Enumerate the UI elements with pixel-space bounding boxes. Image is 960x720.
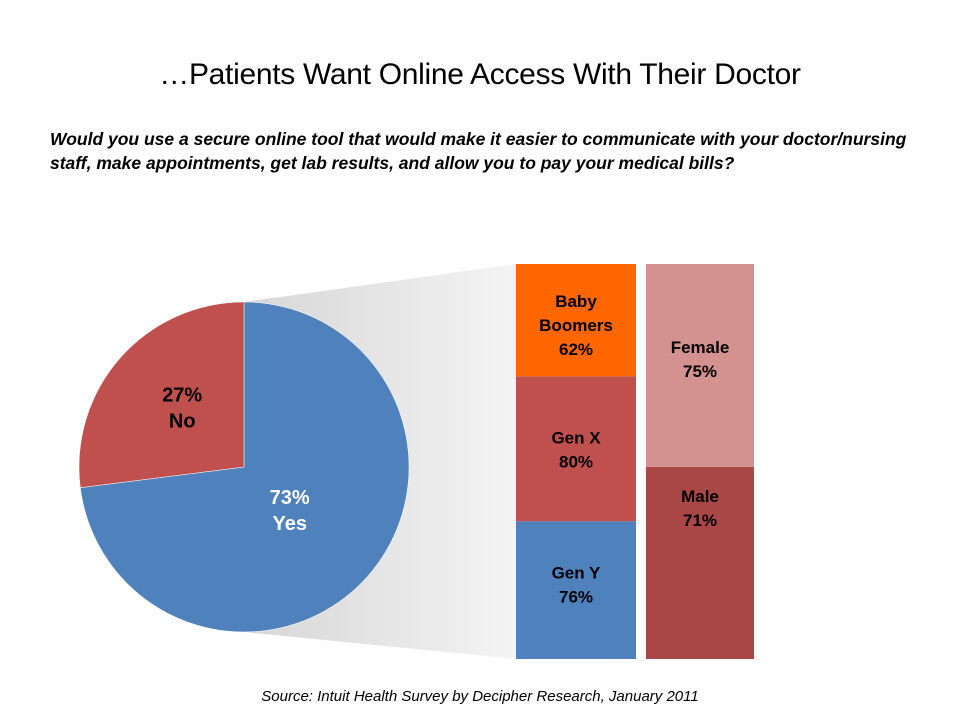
- pie-label-category: No: [169, 411, 196, 433]
- pie-label-value: 73%: [270, 487, 310, 509]
- bar-segment-gen-x: [516, 376, 636, 522]
- bar-label-value: 76%: [559, 587, 593, 606]
- bar-segment-female: [646, 264, 754, 467]
- page-title: …Patients Want Online Access With Their …: [159, 58, 801, 91]
- survey-question: Would you use a secure online tool that …: [50, 129, 907, 173]
- bar-label-value: 80%: [559, 452, 593, 471]
- source-note: Source: Intuit Health Survey by Decipher…: [261, 688, 699, 705]
- pie-slice-no: [78, 301, 245, 488]
- bar-label-value: 75%: [683, 362, 717, 381]
- pie-label-value: 27%: [162, 385, 202, 407]
- bar-segment-male: [646, 466, 754, 659]
- bar-label-value: 71%: [683, 511, 717, 530]
- pie-label-category: Yes: [272, 513, 306, 535]
- pie-chart: 73% Yes 27% No: [78, 301, 410, 633]
- bar-label-category: Boomers: [539, 316, 613, 335]
- bar-label-value: 62%: [559, 340, 593, 359]
- stacked-bars: Gen Y 76% Gen X 80% Baby Boomers 62% Male 71% Fem…: [516, 264, 754, 659]
- bar-label-category: Baby: [555, 292, 597, 311]
- bar-label-category: Gen X: [551, 428, 601, 447]
- bar-segment-baby-boomers: [516, 264, 636, 377]
- bar-label-category: Female: [671, 338, 730, 357]
- bar-label-category: Male: [681, 487, 719, 506]
- bar-label-category: Gen Y: [552, 563, 601, 582]
- bar-segment-gen-y: [516, 521, 636, 659]
- pie-slice-yes: [80, 301, 410, 633]
